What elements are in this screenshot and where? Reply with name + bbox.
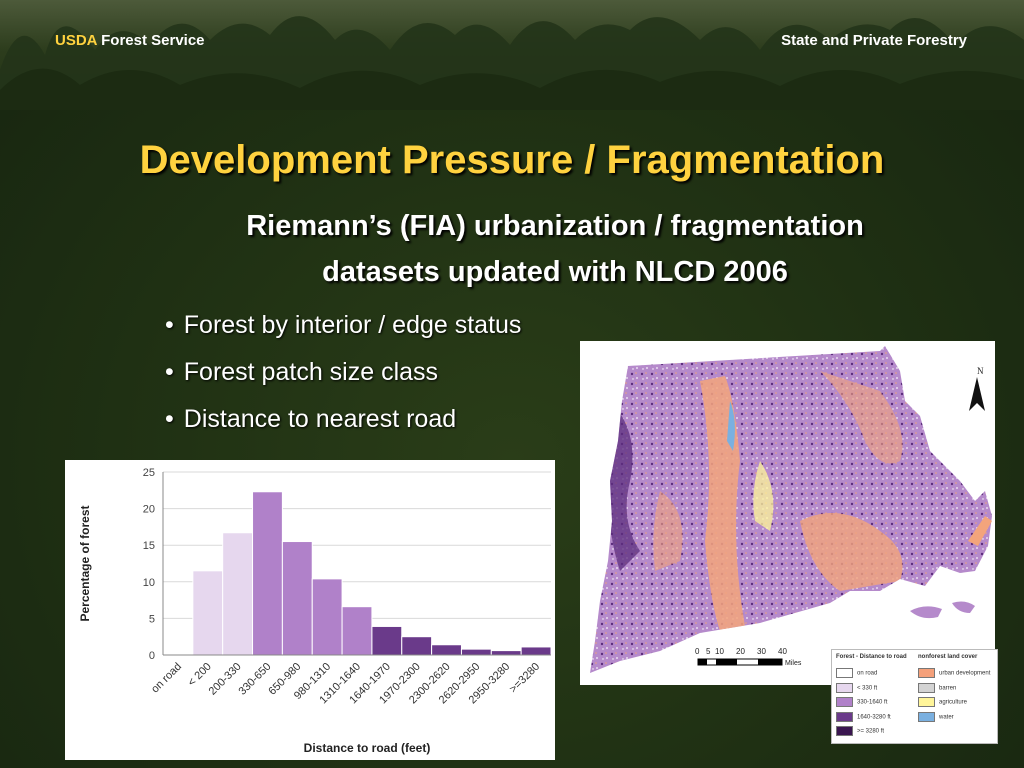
bar (460, 648, 492, 656)
bullet-item: Forest by interior / edge status (165, 302, 522, 349)
header-right-text: State and Private Forestry (781, 32, 967, 49)
y-tick-label: 0 (149, 650, 155, 662)
histogram-chart-panel: 0 5 10 15 20 25 on road < 200 200-330 330-650 650-… (65, 460, 555, 760)
bullet-list: Forest by interior / edge status Forest … (165, 302, 522, 443)
subtitle-line-1: Riemann’s (FIA) urbanization / fragmenta… (246, 210, 864, 242)
slide-subtitle: Riemann’s (FIA) urbanization / fragmenta… (150, 203, 960, 295)
forest-service-label: Forest Service (101, 32, 205, 49)
nonforest-legend-item: urban development (918, 668, 991, 678)
legend-swatch (836, 668, 853, 678)
bar (401, 636, 433, 656)
legend-label: 330-1640 ft (857, 699, 888, 706)
svg-text:30: 30 (757, 647, 766, 656)
bar (252, 491, 283, 656)
legend-label: < 330 ft (857, 685, 878, 692)
forest-legend-item: 1640-3280 ft (836, 711, 891, 722)
x-tick-label: >=3280 (507, 661, 542, 696)
north-arrow-icon (969, 377, 985, 411)
svg-text:0: 0 (695, 647, 700, 656)
legend-label: on road (857, 670, 878, 677)
bar (281, 541, 313, 656)
legend-label: >= 3280 ft (857, 728, 885, 735)
legend-label: urban development (939, 670, 991, 677)
x-axis-title: Distance to road (feet) (304, 741, 431, 755)
legend-nonforest-title: nonforest land cover (918, 654, 978, 660)
nonforest-legend-item: water (918, 711, 954, 722)
y-tick-label: 20 (143, 504, 155, 516)
legend-label: barren (939, 685, 957, 692)
bar (520, 646, 552, 656)
svg-text:10: 10 (715, 647, 724, 656)
svg-text:20: 20 (736, 647, 745, 656)
svg-text:Miles: Miles (785, 660, 802, 667)
legend-swatch (836, 726, 853, 736)
y-tick-label: 10 (143, 577, 155, 589)
forest-legend-item: 330-1640 ft (836, 697, 888, 707)
legend-swatch (836, 697, 853, 707)
legend-swatch (836, 682, 853, 693)
legend-swatch (918, 711, 935, 722)
bar (431, 644, 462, 656)
svg-text:5: 5 (706, 647, 711, 656)
y-tick-label: 25 (143, 467, 155, 479)
usda-label: USDA (55, 32, 97, 49)
subtitle-line-2: datasets updated with NLCD 2006 (322, 256, 788, 288)
bullet-item: Distance to nearest road (165, 396, 521, 443)
header-logo-text: USDA Forest Service (55, 32, 205, 49)
bar (222, 532, 254, 656)
svg-text:40: 40 (778, 647, 787, 656)
forest-legend-item: < 330 ft (836, 682, 878, 693)
legend-label: water (939, 714, 954, 721)
nonforest-legend-item: barren (918, 682, 957, 693)
header-banner-treeline (0, 0, 1024, 110)
legend-label: agriculture (939, 699, 968, 706)
map-panel: N 0 5 10 20 30 40 Miles (580, 341, 995, 685)
x-tick-label: on road (149, 661, 184, 696)
x-tick-label: < 200 (186, 661, 214, 689)
bullet-item: Forest patch size class (165, 349, 521, 396)
map-legend: Forest - Distance to road nonforest land… (831, 649, 998, 744)
y-axis-title: Percentage of forest (78, 505, 92, 621)
bar (341, 606, 373, 656)
distance-to-road-map: N 0 5 10 20 30 40 Miles (590, 346, 992, 673)
bar (371, 625, 403, 656)
forest-legend-item: on road (836, 668, 878, 678)
bar (311, 578, 343, 656)
slide-title: Development Pressure / Fragmentation (139, 138, 885, 182)
bar (490, 650, 522, 656)
north-label: N (977, 366, 984, 376)
legend-swatch (918, 697, 935, 707)
bar (192, 570, 224, 656)
y-tick-label: 15 (143, 540, 155, 552)
legend-label: 1640-3280 ft (857, 714, 891, 721)
forest-legend-item: >= 3280 ft (836, 726, 885, 736)
scale-bar: 0 5 10 20 30 40 Miles (695, 647, 802, 667)
y-tick-label: 5 (149, 613, 155, 625)
legend-title: Forest - Distance to road (836, 654, 907, 660)
legend-swatch (836, 711, 853, 722)
legend-swatch (918, 682, 935, 693)
legend-swatch (918, 668, 935, 678)
nonforest-legend-item: agriculture (918, 697, 968, 707)
